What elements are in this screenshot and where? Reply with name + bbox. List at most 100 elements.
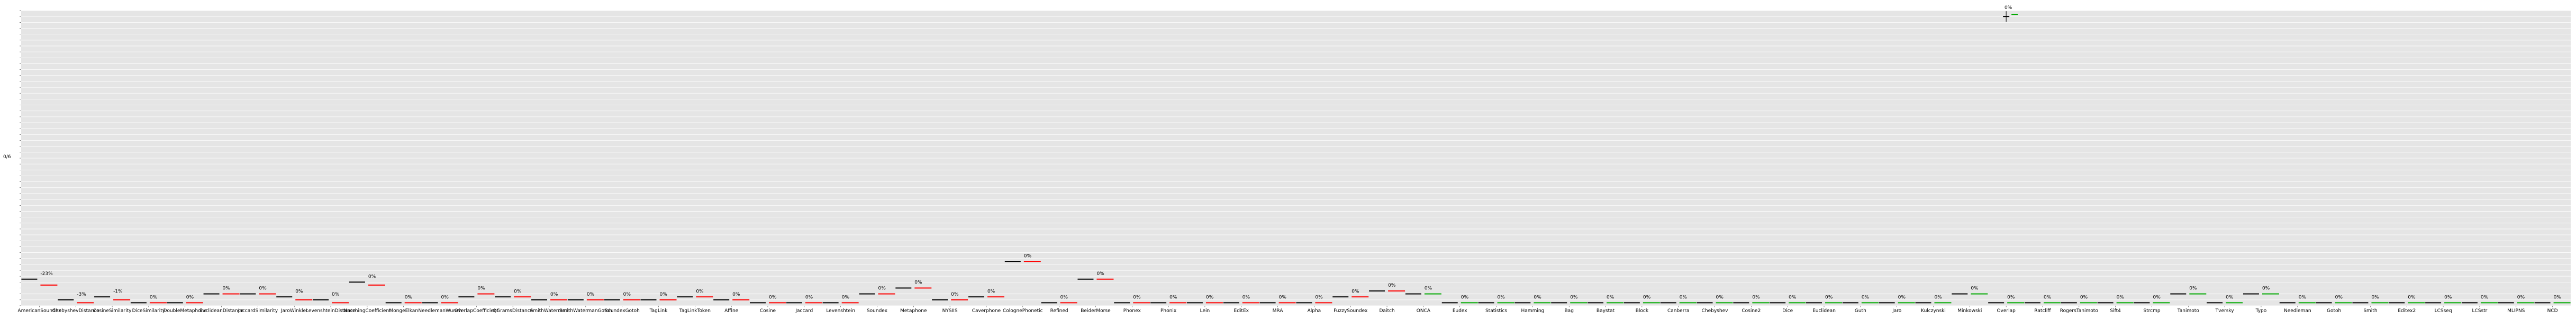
change-label: 0% (1607, 295, 1614, 300)
x-tick-label: OverlapCoefficient (455, 308, 499, 314)
x-tick-label: Minkowski (1957, 308, 1982, 314)
change-label: 0% (1352, 289, 1359, 294)
change-label: 0% (259, 286, 267, 291)
x-axis: AmericanSoundexChebyshevDistanceCosineSi… (17, 306, 2558, 314)
x-tick-label: LCSseq (2435, 308, 2452, 314)
x-tick-label: Soundex (867, 308, 888, 314)
x-tick-label: Refined (1050, 308, 1068, 314)
y-axis (20, 10, 21, 306)
change-label: 0% (2335, 295, 2343, 300)
x-tick-label: Guth (1855, 308, 1866, 314)
change-label: 0% (1680, 295, 1688, 300)
x-tick-label: Strcmp (2143, 308, 2160, 314)
change-label: 0% (1133, 295, 1141, 300)
x-tick-label: Alpha (1308, 308, 1321, 314)
x-tick-label: SmithWaterman (530, 308, 569, 314)
change-label: 0% (441, 295, 449, 300)
change-label: 0% (2481, 295, 2489, 300)
x-tick-label: Overlap (1997, 308, 2016, 314)
x-tick-label: AmericanSoundex (17, 308, 61, 314)
change-label: 0% (2444, 295, 2452, 300)
x-tick-label: Block (1636, 308, 1649, 314)
change-label: 0% (1498, 295, 1505, 300)
outlier-label: 0% (2004, 5, 2012, 11)
x-tick-label: Levenshtein (826, 308, 855, 314)
change-label: 0% (550, 292, 558, 297)
x-tick-label: Eudex (1453, 308, 1467, 314)
x-tick-label: LevenshteinDistance (306, 308, 356, 314)
x-tick-label: BeiderMorse (1081, 308, 1111, 314)
change-label: 0% (2299, 295, 2307, 300)
x-tick-label: Euclidean (1812, 308, 1836, 314)
x-tick-label: Sift4 (2110, 308, 2121, 314)
change-label: 0% (1971, 286, 1979, 291)
change-label: 0% (2007, 295, 2015, 300)
x-tick-label: SoundexGotoh (605, 308, 640, 314)
change-label: 0% (223, 286, 231, 291)
x-tick-label: RogersTanimoto (2060, 308, 2099, 314)
change-label: 0% (1425, 286, 1432, 291)
change-label: 0% (1570, 295, 1578, 300)
x-tick-label: Cosine2 (1741, 308, 1761, 314)
x-tick-label: TagLink (649, 308, 668, 314)
x-tick-label: Ratcliff (2034, 308, 2051, 314)
change-label: 0% (477, 286, 485, 291)
grid-lines (21, 10, 2571, 306)
x-tick-label: Baystat (1597, 308, 1615, 314)
change-label: 0% (1096, 271, 1104, 277)
change-label: 0% (2153, 295, 2161, 300)
x-tick-label: Canberra (1667, 308, 1690, 314)
x-tick-label: Needleman (2284, 308, 2311, 314)
change-label: 0% (295, 289, 303, 294)
change-label: 0% (1388, 283, 1396, 288)
x-tick-label: Typo (2255, 308, 2267, 314)
change-label: 0% (2117, 295, 2125, 300)
change-label: -23% (40, 271, 53, 277)
x-tick-label: MLIPNS (2507, 308, 2525, 314)
change-label: 0% (2044, 295, 2052, 300)
x-tick-label: Tanimoto (2177, 308, 2200, 314)
change-label: 0% (2554, 295, 2562, 300)
x-tick-label: Kulczynski (1921, 308, 1946, 314)
x-tick-label: ONCA (1417, 308, 1431, 314)
x-tick-label: LCSstr (2472, 308, 2487, 314)
x-tick-label: NCD (2547, 308, 2558, 314)
x-tick-label: ColognePhonetic (1003, 308, 1043, 314)
change-label: 0% (1279, 295, 1287, 300)
change-label: 0% (2408, 295, 2416, 300)
change-label: 0% (2262, 286, 2270, 291)
x-tick-label: Caverphone (972, 308, 1001, 314)
change-label: 0% (878, 286, 886, 291)
x-tick-label: EditEx (1234, 308, 1249, 314)
change-label: 0% (2371, 295, 2379, 300)
change-label: 0% (1643, 295, 1651, 300)
change-label: 0% (987, 289, 995, 294)
change-label: 0% (1534, 295, 1541, 300)
change-label: 0% (1060, 295, 1068, 300)
x-tick-label: TagLinkToken (679, 308, 711, 314)
change-label: 0% (1862, 295, 1870, 300)
x-tick-label: DiceSimilarity (132, 308, 166, 314)
change-label: 0% (514, 289, 522, 294)
change-label: 0% (186, 295, 194, 300)
x-tick-label: FuzzySoundex (1334, 308, 1368, 314)
x-tick-label: JaccardSimilarity (238, 308, 278, 314)
change-label: 0% (1315, 295, 1323, 300)
change-label: 0% (914, 280, 922, 286)
x-tick-label: Bag (1565, 308, 1574, 314)
change-label: 0% (587, 292, 595, 297)
change-label: 0% (842, 295, 850, 300)
x-tick-label: MRA (1273, 308, 1284, 314)
change-label: 0% (2226, 295, 2234, 300)
change-label: 0% (2080, 295, 2088, 300)
x-tick-label: Cosine (760, 308, 776, 314)
x-tick-label: Jaro (1892, 308, 1902, 314)
x-tick-label: Jaccard (795, 308, 813, 314)
change-label: 0% (1898, 295, 1906, 300)
change-label: 0% (732, 292, 740, 297)
x-tick-label: Metaphone (900, 308, 927, 314)
x-tick-label: Dice (1782, 308, 1793, 314)
change-label: 0% (696, 289, 704, 294)
x-tick-label: Phonix (1160, 308, 1177, 314)
